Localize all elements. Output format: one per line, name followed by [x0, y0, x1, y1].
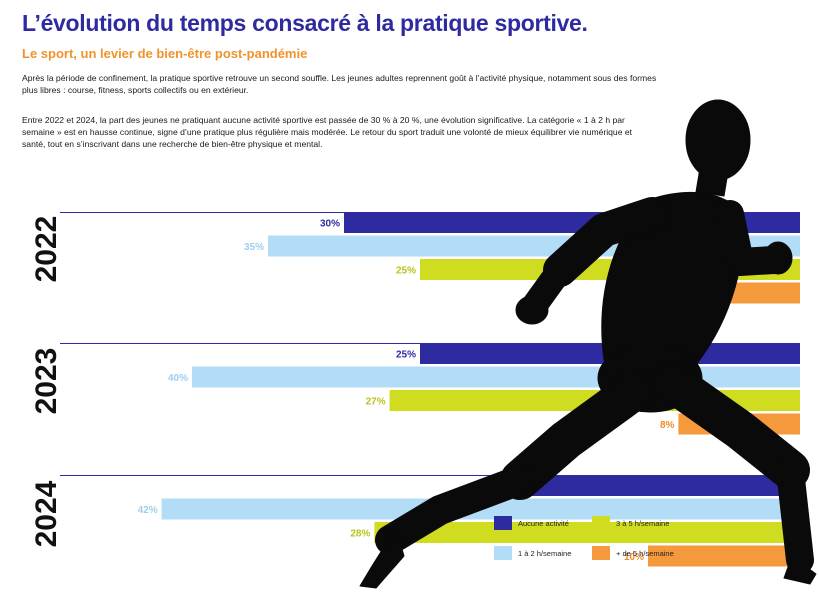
bar-label-2023-five-plus: 8% [660, 420, 675, 431]
year-label-2024: 2024 [30, 480, 63, 548]
legend-item-five-plus: + de 5 h/semaine [592, 546, 674, 560]
legend: Aucune activité 3 à 5 h/semaine 1 à 2 h/… [490, 510, 695, 572]
divider-2024 [60, 475, 800, 476]
bar-label-2022-one-two: 35% [244, 242, 264, 253]
legend-label-none: Aucune activité [518, 518, 569, 528]
intro-paragraph-1: Après la période de confinement, la prat… [22, 73, 657, 95]
legend-label-five-plus: + de 5 h/semaine [616, 548, 674, 558]
bar-label-2023-three-five: 27% [366, 397, 386, 408]
running-man-icon [359, 99, 817, 589]
intro-paragraph-2: Entre 2022 et 2024, la part des jeunes n… [22, 115, 633, 149]
year-label-2023: 2023 [30, 347, 63, 415]
chart-subtitle: Le sport, un levier de bien-être post-pa… [22, 46, 308, 61]
bar-2024-none [496, 475, 800, 496]
bar-label-2024-one-two: 42% [138, 505, 158, 516]
bar-label-2023-one-two: 40% [168, 373, 188, 384]
legend-swatch-three-five [592, 516, 610, 530]
legend-item-none: Aucune activité [494, 516, 569, 530]
legend-item-three-five: 3 à 5 h/semaine [592, 516, 669, 530]
legend-swatch-five-plus [592, 546, 610, 560]
bar-label-2024-five-plus: 10% [624, 552, 644, 563]
bar-2024-five-plus [648, 545, 800, 567]
legend-label-one-two: 1 à 2 h/semaine [518, 548, 572, 558]
bar-label-2023-none: 25% [396, 350, 416, 361]
legend-label-three-five: 3 à 5 h/semaine [616, 518, 670, 528]
legend-item-one-two: 1 à 2 h/semaine [494, 546, 571, 560]
chart-title: L’évolution du temps consacré à la prati… [22, 10, 588, 36]
legend-swatch-none [494, 516, 512, 530]
legend-swatch-one-two [494, 546, 512, 560]
bar-label-2024-three-five: 28% [350, 529, 370, 540]
bar-label-2022-none: 30% [320, 219, 340, 230]
bar-2024-three-five [374, 522, 800, 543]
year-label-2022: 2022 [30, 215, 63, 283]
bar-label-2022-three-five: 25% [396, 266, 416, 277]
